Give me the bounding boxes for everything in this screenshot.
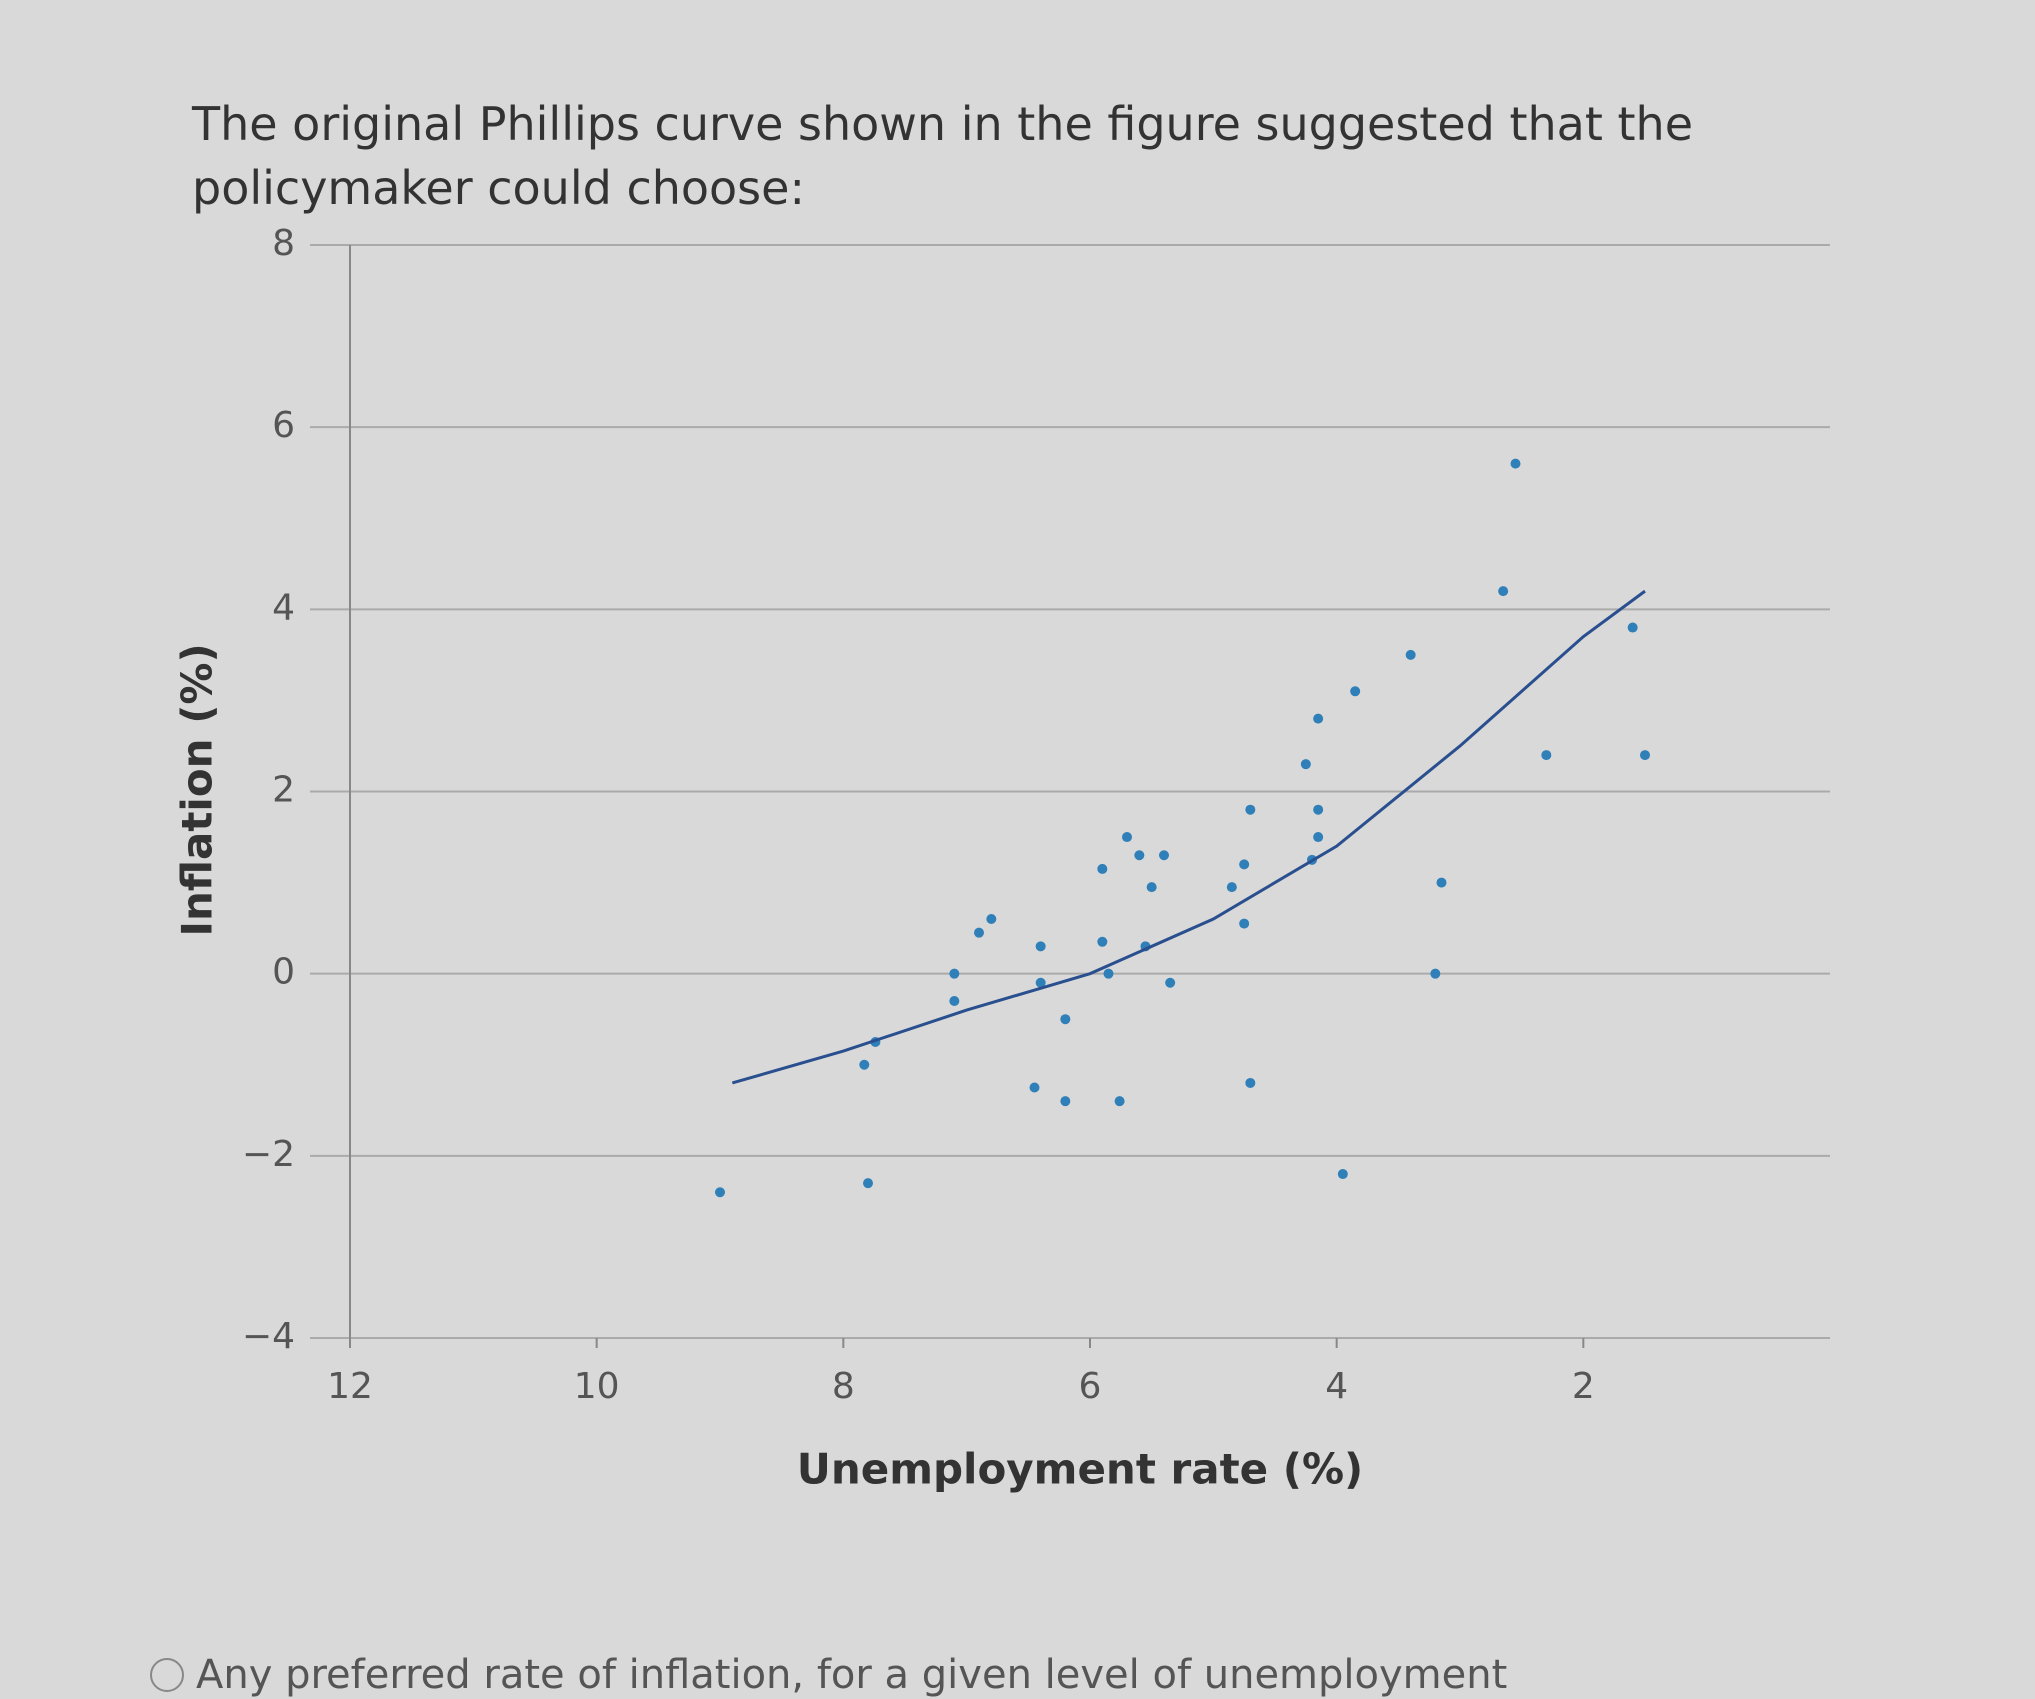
x-tick-label: 2: [1572, 1366, 1595, 1407]
data-point: [1239, 859, 1250, 870]
data-point: [1405, 649, 1416, 660]
data-point: [1245, 1077, 1256, 1088]
data-point: [1097, 936, 1108, 947]
data-point: [1035, 941, 1046, 952]
data-point: [1122, 832, 1132, 843]
data-point: [986, 914, 997, 925]
data-point: [1060, 1014, 1071, 1025]
x-tick-label: 10: [574, 1366, 620, 1407]
data-point: [859, 1059, 870, 1070]
data-point: [1313, 713, 1324, 724]
x-tick-label: 12: [327, 1366, 373, 1407]
data-point: [1627, 622, 1638, 633]
x-tick-label: 8: [832, 1366, 855, 1407]
data-point: [1097, 863, 1108, 874]
data-point: [1300, 759, 1311, 770]
data-point: [1029, 1082, 1040, 1093]
data-point: [1060, 1096, 1071, 1107]
y-axis-title: Inflation (%): [173, 643, 222, 936]
y-tick-label: −2: [242, 1134, 295, 1175]
y-tick-label: 8: [272, 223, 295, 264]
data-point: [1430, 968, 1441, 979]
question-text: The original Phillips curve shown in the…: [192, 97, 1693, 215]
data-point: [1337, 1169, 1348, 1180]
data-point: [1350, 686, 1361, 697]
data-point: [949, 995, 960, 1006]
data-point: [1114, 1096, 1125, 1107]
data-point: [1035, 977, 1046, 988]
chart: Unemployment rate (%) Inflation (%) −4 −2…: [173, 223, 1830, 1494]
data-point: [1640, 750, 1650, 761]
data-point: [1541, 750, 1552, 761]
data-point: [1165, 977, 1176, 988]
y-tick-label: −4: [242, 1316, 295, 1357]
y-tick-label: 2: [272, 770, 295, 811]
data-point: [1134, 850, 1145, 861]
data-point: [863, 1178, 873, 1189]
x-tick-label: 6: [1079, 1366, 1102, 1407]
y-tick-label: 0: [272, 952, 295, 993]
data-point: [1313, 804, 1324, 815]
data-point: [1498, 586, 1509, 597]
x-tick-label: 4: [1325, 1366, 1348, 1407]
data-point: [1103, 968, 1114, 979]
data-point: [715, 1187, 725, 1198]
y-tick-label: 6: [272, 405, 295, 446]
data-point: [1146, 882, 1157, 893]
data-point: [974, 927, 984, 938]
data-point: [1313, 832, 1324, 843]
data-point: [1436, 877, 1447, 888]
data-point: [1245, 804, 1256, 815]
phillips-curve: [731, 589, 1646, 1085]
radio-button[interactable]: [150, 1658, 184, 1692]
y-tick-label: 4: [272, 587, 295, 628]
answer-option[interactable]: Any preferred rate of inflation, for a g…: [150, 1652, 1507, 1698]
data-point: [1510, 458, 1521, 469]
option-text: Any preferred rate of inflation, for a g…: [196, 1652, 1508, 1698]
data-point: [949, 968, 960, 979]
data-point: [1226, 882, 1237, 893]
x-axis-title: Unemployment rate (%): [797, 1445, 1364, 1494]
data-point: [1159, 850, 1169, 861]
data-point: [1239, 918, 1250, 929]
